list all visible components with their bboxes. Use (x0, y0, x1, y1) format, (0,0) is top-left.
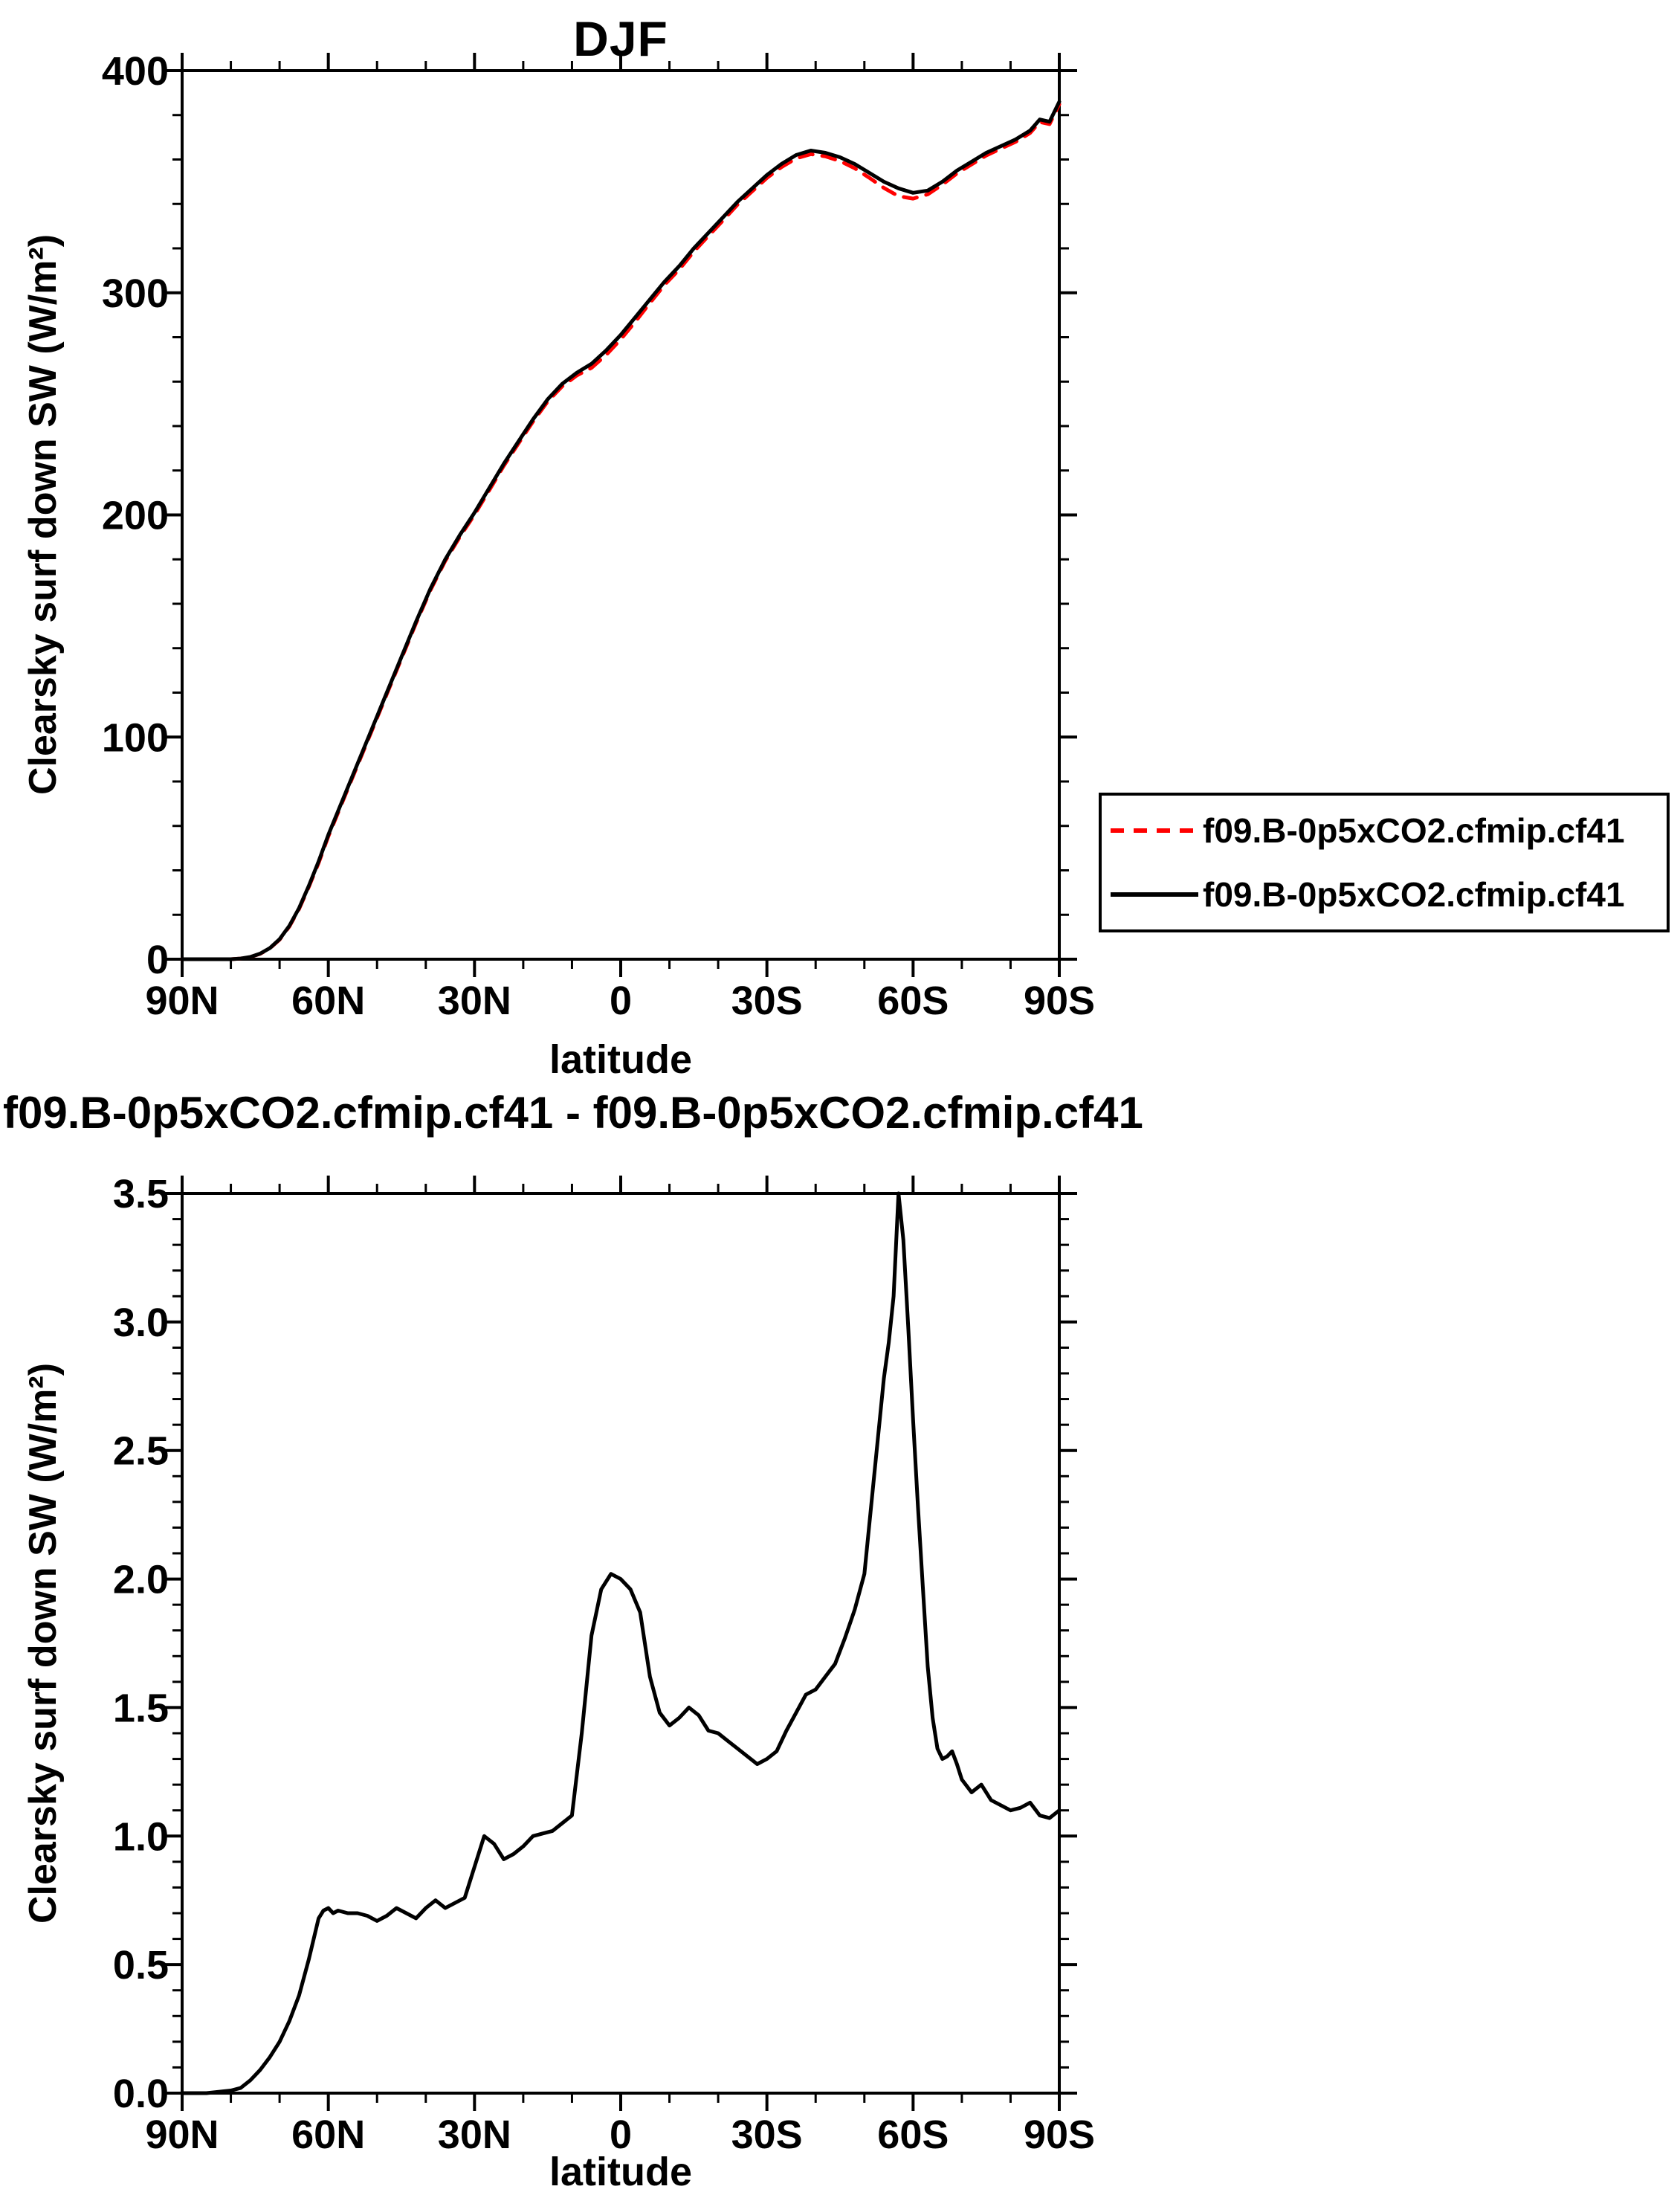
y-tick-label: 3.0 (113, 1300, 169, 1345)
x-tick-label: 60S (877, 979, 949, 1023)
legend-entry-black-solid: f09.B-0p5xCO2.cfmip.cf41 (1111, 874, 1664, 915)
x-tick-label: 30S (731, 979, 803, 1023)
bottom-chart-x-axis-label: latitude (549, 2150, 692, 2194)
x-tick-label: 60N (291, 2112, 365, 2157)
x-tick-label: 30N (438, 979, 511, 1023)
series-line-solid (180, 1191, 1062, 2095)
bottom-chart-title: f09.B-0p5xCO2.cfmip.cf41 - f09.B-0p5xCO2… (3, 1088, 1143, 1138)
y-tick-label: 300 (102, 271, 169, 316)
plot-border (181, 69, 1061, 961)
bottom-chart-y-axis-label: Clearsky surf down SW (W/m²) (22, 1362, 65, 1924)
series-line-solid (180, 100, 1062, 961)
y-tick-label: 2.5 (113, 1429, 169, 1474)
y-tick-label: 1.5 (113, 1686, 169, 1730)
y-tick-label: 0.0 (113, 2072, 169, 2116)
y-tick-label: 3.5 (113, 1172, 169, 1216)
x-tick-label: 60N (291, 979, 365, 1023)
legend-label-red: f09.B-0p5xCO2.cfmip.cf41 (1203, 811, 1625, 850)
x-tick-label: 60S (877, 2112, 949, 2157)
y-tick-label: 0 (146, 938, 169, 982)
red-dashed-line-sample-icon (1111, 828, 1198, 833)
x-tick-label: 90S (1024, 2112, 1095, 2157)
x-tick-label: 0 (610, 2112, 632, 2157)
y-tick-label: 100 (102, 715, 169, 760)
y-tick-label: 0.5 (113, 1943, 169, 1988)
x-tick-label: 30S (731, 2112, 803, 2157)
y-tick-label: 2.0 (113, 1558, 169, 1602)
x-tick-label: 90N (145, 979, 219, 1023)
top-chart-y-axis-label: Clearsky surf down SW (W/m²) (22, 233, 65, 796)
x-tick-label: 0 (610, 979, 632, 1023)
top-chart-x-axis-label: latitude (549, 1037, 692, 1082)
y-tick-label: 400 (102, 49, 169, 94)
y-tick-label: 1.0 (113, 1814, 169, 1859)
x-tick-label: 30N (438, 2112, 511, 2157)
top-chart-title: DJF (573, 11, 668, 66)
black-solid-line-sample-icon (1111, 892, 1198, 897)
x-tick-label: 90S (1024, 979, 1095, 1023)
legend: f09.B-0p5xCO2.cfmip.cf41 f09.B-0p5xCO2.c… (1099, 793, 1670, 932)
legend-entry-red-dashed: f09.B-0p5xCO2.cfmip.cf41 (1111, 810, 1664, 851)
y-tick-label: 200 (102, 494, 169, 538)
x-tick-label: 90N (145, 2112, 219, 2157)
series-line-dashed (180, 102, 1062, 961)
legend-label-black: f09.B-0p5xCO2.cfmip.cf41 (1203, 875, 1625, 914)
